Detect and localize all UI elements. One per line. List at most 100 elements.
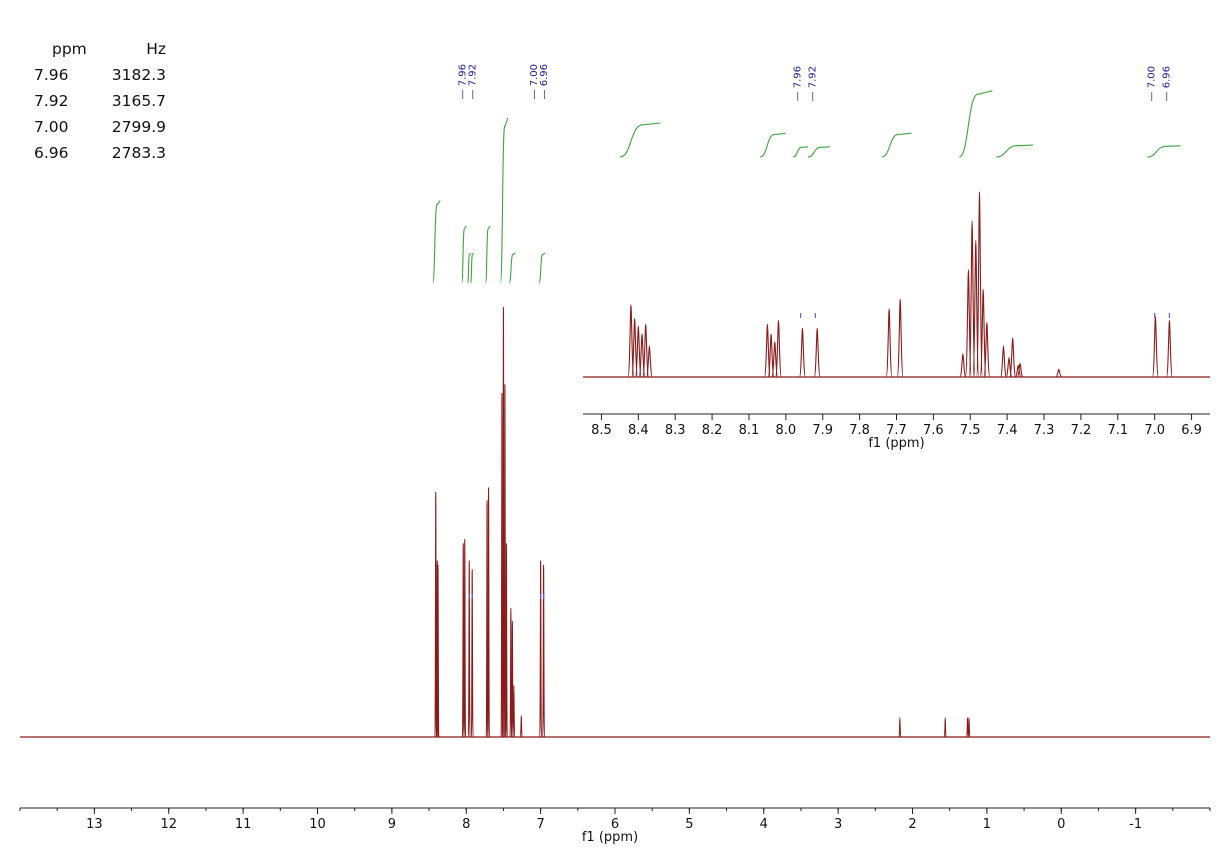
inset-peak <box>1009 337 1017 378</box>
inset-tick-label: 7.7 <box>886 423 907 438</box>
main-x-axis-title: f1 (ppm) <box>582 830 638 845</box>
main-peak-label: — 7.00 <box>529 64 540 99</box>
main-peak <box>519 714 523 738</box>
main-integral-curve <box>470 252 475 284</box>
inset-tick-label: 7.2 <box>1071 423 1092 438</box>
main-integral-curve <box>538 252 546 284</box>
main-peak <box>463 538 467 738</box>
main-peak <box>512 684 516 738</box>
inset-peak <box>976 191 983 378</box>
main-peak <box>503 382 507 738</box>
inset-tick-label: 7.3 <box>1034 423 1055 438</box>
main-integral-curve <box>467 252 472 284</box>
inset-peak <box>885 308 893 378</box>
main-tick-label: 2 <box>908 817 916 832</box>
main-integral-curve <box>485 225 491 284</box>
inset-peak <box>959 353 967 378</box>
peak-table-row: 6.96 2783.3 <box>34 140 166 166</box>
inset-integral-curve <box>619 122 661 158</box>
peak-hz: 3182.3 <box>111 66 166 84</box>
main-tick-label: 5 <box>685 817 693 832</box>
inset-tick-label: 8.4 <box>628 423 649 438</box>
inset-spectrum-plot: 8.5 8.4 8.3 8.2 8.1 8.0 7.9 7.8 7.7 7.6 7.5 7.4 7.3 7… <box>583 66 1210 451</box>
inset-peak <box>968 220 976 378</box>
peak-ppm: 7.92 <box>34 92 69 110</box>
inset-peak-label: — 7.92 <box>807 66 818 101</box>
main-integral-curve <box>461 225 467 284</box>
peak-table-row: 7.92 3165.7 <box>34 88 166 114</box>
main-tick-label: 3 <box>834 817 842 832</box>
inset-integral-curve <box>1147 145 1181 158</box>
inset-tick-label: 7.1 <box>1107 423 1128 438</box>
main-tick-label: -1 <box>1129 817 1142 832</box>
inset-integral-curve <box>807 146 831 158</box>
peak-hz: 2783.3 <box>111 144 166 162</box>
inset-tick-label: 7.6 <box>923 423 944 438</box>
inset-tick-label: 8.5 <box>591 423 612 438</box>
main-integral-curve <box>508 252 516 284</box>
inset-tick-label: 8.3 <box>665 423 686 438</box>
main-tick-label: 11 <box>235 817 252 832</box>
inset-tick-label: 8.1 <box>739 423 760 438</box>
inset-integral-curve <box>793 146 809 158</box>
inset-peak <box>775 319 782 378</box>
peak-ppm: 7.00 <box>34 118 69 136</box>
peak-table-row: 7.96 3182.3 <box>34 62 166 88</box>
inset-tick-label: 7.0 <box>1144 423 1165 438</box>
main-peak <box>505 542 508 738</box>
main-peak <box>470 568 474 738</box>
inset-tick-label: 7.8 <box>849 423 870 438</box>
main-spectrum-plot: 13 12 11 10 9 8 7 6 5 4 3 2 1 0 -1f1 (ppm)— 7.96— 7.92… <box>19 64 1211 845</box>
inset-peak <box>799 327 806 378</box>
inset-peak <box>979 288 987 378</box>
main-tick-label: 6 <box>611 817 619 832</box>
main-peak <box>436 564 440 738</box>
inset-integral-curve <box>881 132 912 158</box>
main-tick-label: 4 <box>760 817 768 832</box>
peak-hz: 2799.9 <box>111 118 166 136</box>
main-peak <box>542 564 545 738</box>
inset-tick-label: 7.9 <box>812 423 833 438</box>
main-peak <box>511 620 514 738</box>
main-peak <box>539 559 542 738</box>
inset-peak-label: — 6.96 <box>1161 66 1172 101</box>
inset-integral-curve <box>759 132 786 158</box>
main-tick-label: 10 <box>309 817 326 832</box>
main-tick-label: 7 <box>536 817 544 832</box>
inset-peak <box>645 345 653 378</box>
main-peak <box>966 717 969 738</box>
inset-peak-label: — 7.96 <box>793 66 804 101</box>
main-tick-label: 1 <box>983 817 991 832</box>
inset-peak <box>642 323 650 378</box>
peak-table-row: 7.00 2799.9 <box>34 114 166 140</box>
main-integral-curve <box>499 117 509 284</box>
main-peak <box>434 490 438 738</box>
main-peak <box>943 717 947 738</box>
main-peak <box>487 486 490 738</box>
inset-tick-label: 8.0 <box>776 423 797 438</box>
main-peak-label: — 6.96 <box>539 64 550 99</box>
main-tick-label: 12 <box>160 817 177 832</box>
inset-peak <box>1055 368 1062 378</box>
inset-peak <box>1000 345 1007 378</box>
main-peak <box>461 542 465 738</box>
peak-table-header-ppm: ppm <box>52 40 87 58</box>
main-peak <box>500 391 504 738</box>
inset-tick-label: 7.5 <box>960 423 981 438</box>
inset-peak-label: — 7.00 <box>1147 66 1158 101</box>
main-tick-label: 9 <box>388 817 396 832</box>
inset-x-axis-title: f1 (ppm) <box>868 436 924 451</box>
inset-peak <box>1016 362 1024 378</box>
inset-peak <box>1166 319 1173 378</box>
main-peak-label: — 7.96 <box>458 64 469 99</box>
main-tick-label: 8 <box>462 817 470 832</box>
inset-peak <box>1152 315 1159 378</box>
inset-integral-curve <box>958 90 993 158</box>
peak-table-header: ppm Hz <box>34 36 166 62</box>
main-peak <box>485 499 489 738</box>
main-peak <box>467 559 471 738</box>
inset-tick-label: 6.9 <box>1181 423 1202 438</box>
main-peak <box>967 717 971 738</box>
peak-table-header-hz: Hz <box>146 40 166 58</box>
